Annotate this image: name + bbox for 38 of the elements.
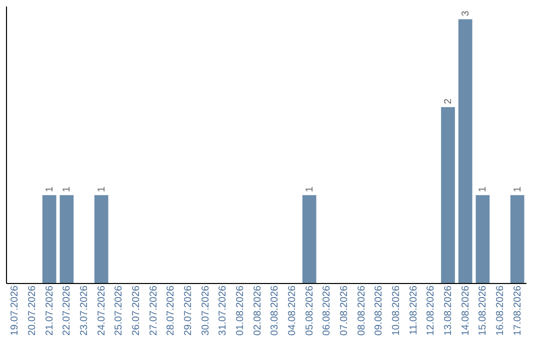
x-tick-label: 06.08.2026 [322,285,333,336]
data-label: 1 [44,186,56,192]
x-tick-label: 30.07.2026 [200,285,212,336]
x-tick-label: 25.07.2026 [114,285,125,336]
data-label: 2 [443,98,454,104]
data-label: 3 [460,10,472,16]
x-tick-label: 26.07.2026 [131,285,142,336]
x-tick-label: 31.07.2026 [218,285,229,336]
x-tick-label: 14.08.2026 [460,285,472,336]
x-tick-label: 01.08.2026 [235,285,246,336]
x-tick-label: 11.08.2026 [408,285,420,335]
x-tick-label: 07.08.2026 [339,285,350,336]
x-tick-label: 23.07.2026 [79,285,90,336]
x-tick-label: 13.08.2026 [443,285,454,336]
x-tick-label: 05.08.2026 [304,285,316,336]
x-tick-label: 17.08.2026 [512,285,524,336]
x-tick-label: 09.08.2026 [374,285,385,336]
x-tick-label: 10.08.2026 [391,285,402,336]
x-tick-label: 08.08.2026 [356,285,368,336]
x-tick-label: 28.07.2026 [166,285,177,336]
x-tick-label: 21.07.2026 [44,285,56,336]
x-tick-label: 02.08.2026 [252,285,264,336]
x-tick-label: 24.07.2026 [96,285,108,336]
x-tick-label: 15.08.2026 [478,285,489,336]
x-tick-label: 16.08.2026 [495,285,506,336]
x-tick-label: 22.07.2026 [62,285,73,336]
x-tick-label: 19.07.2026 [10,285,21,336]
x-tick-label: 04.08.2026 [287,285,298,336]
data-label: 1 [62,186,73,192]
data-label: 1 [478,186,489,192]
x-tick-label: 12.08.2026 [426,285,437,336]
x-tick-label: 20.07.2026 [27,285,38,336]
x-tick-label: 29.07.2026 [183,285,194,336]
data-label: 1 [304,186,316,192]
data-label: 1 [96,186,108,192]
data-label: 1 [512,186,524,192]
x-tick-label: 03.08.2026 [270,285,281,336]
x-tick-label: 27.07.2026 [148,285,160,336]
